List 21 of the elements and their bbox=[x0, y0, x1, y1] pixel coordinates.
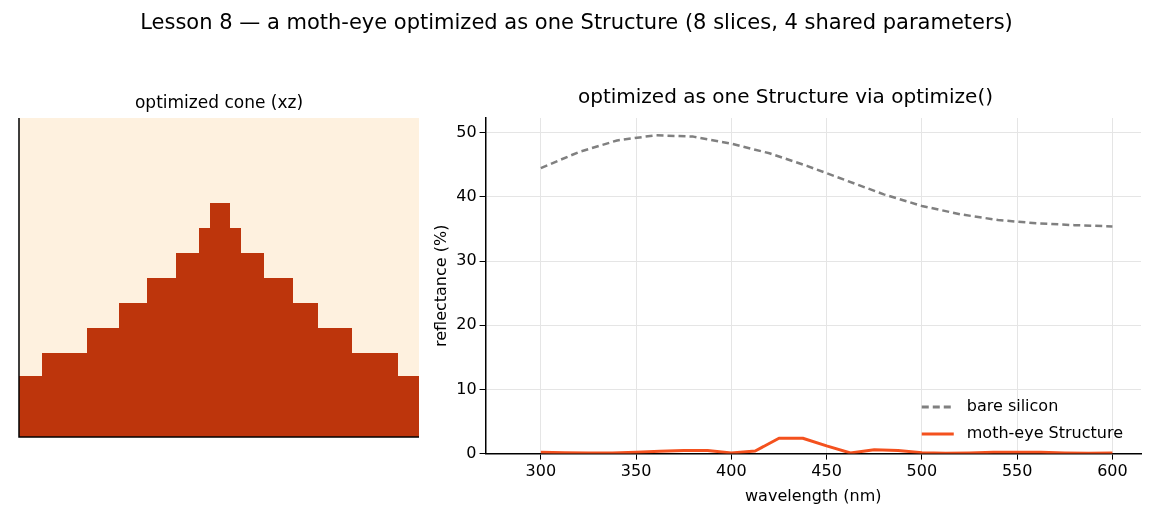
x-tick-label: 550 bbox=[1001, 461, 1033, 481]
y-tick-label: 10 bbox=[456, 378, 477, 398]
y-tick-label: 0 bbox=[466, 442, 477, 462]
text: optimized cone (xz) bbox=[133, 92, 305, 112]
x-tick-label: 450 bbox=[811, 461, 842, 481]
legend-label: moth-eye Structure bbox=[966, 423, 1123, 443]
x-axis-title: wavelength (nm) bbox=[745, 485, 882, 505]
x-tick-label: 600 bbox=[1097, 461, 1128, 481]
legend-label: bare silicon bbox=[966, 396, 1059, 416]
text: Lesson 8 — a moth-eye optimized as one Structure (8 slices, 4 shared parameters) bbox=[139, 10, 1014, 34]
y-tick-label: 30 bbox=[456, 250, 477, 270]
y-tick-label: 40 bbox=[456, 186, 477, 206]
x-tick-label: 400 bbox=[716, 461, 747, 481]
y-tick-label: 20 bbox=[456, 314, 477, 334]
x-tick-label: 350 bbox=[620, 461, 652, 481]
chart-title: optimized as one Structure via optimize() bbox=[577, 84, 994, 109]
line-series bbox=[539, 134, 1114, 228]
y-tick-label: 50 bbox=[456, 121, 477, 141]
x-tick-label: 500 bbox=[906, 461, 938, 481]
x-tick-label: 300 bbox=[525, 461, 557, 481]
y-axis-title: reflectance (%) bbox=[430, 224, 450, 348]
